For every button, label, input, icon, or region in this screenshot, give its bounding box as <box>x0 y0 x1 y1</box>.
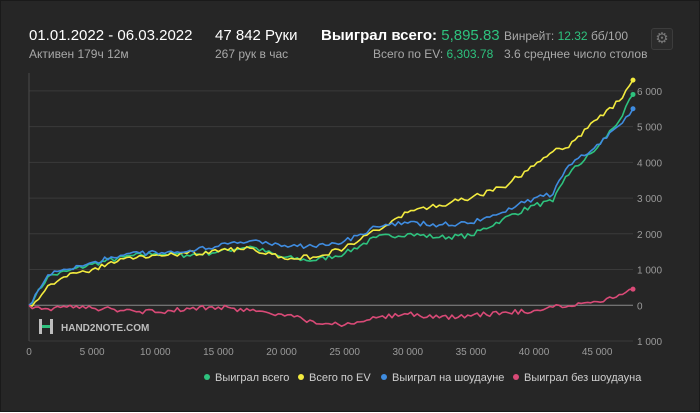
y-tick-label: 5 000 <box>637 123 662 134</box>
x-tick-label: 10 000 <box>140 347 171 358</box>
ev-total-label: Всего по EV: <box>373 47 444 61</box>
ev-total: Всего по EV: 6,303.78 <box>373 47 493 61</box>
x-tick-label: 20 000 <box>266 347 297 358</box>
legend-item-showdown[interactable]: Выиграл на шоудауне <box>381 372 504 384</box>
legend-label: Выиграл без шоудауна <box>524 372 642 384</box>
won-total-value: 5,895.83 <box>441 27 500 44</box>
won-total: Выиграл всего: 5,895.83 <box>321 27 500 44</box>
legend-label: Выиграл на шоудауне <box>392 372 505 384</box>
gear-icon[interactable]: ⚙ <box>651 28 673 50</box>
watermark-text: HAND2NOTE.COM <box>61 323 149 334</box>
winrate-value: 12.32 <box>557 29 588 43</box>
x-tick-label: 30 000 <box>392 347 423 358</box>
date-range: 01.01.2022 - 06.03.2022 <box>29 27 193 44</box>
y-tick-label: 1 000 <box>637 337 662 348</box>
legend-item-won-total[interactable]: Выиграл всего <box>204 372 289 384</box>
series-end-point-2 <box>630 106 636 112</box>
series-end-point-1 <box>630 77 636 83</box>
series-end-point-0 <box>630 91 636 97</box>
y-tick-label: 6 000 <box>637 87 662 98</box>
x-tick-label: 35 000 <box>456 347 487 358</box>
hand2note-watermark: HAND2NOTE.COM <box>39 319 149 334</box>
series-layer <box>28 77 636 327</box>
series-line-0 <box>28 93 634 306</box>
avg-tables: 3.6 среднее число столов <box>504 47 648 61</box>
y-tick-label: 3 000 <box>637 194 662 205</box>
hand2note-logo-icon <box>39 319 53 334</box>
legend-label: Выиграл всего <box>215 372 290 384</box>
x-tick-label: 25 000 <box>329 347 360 358</box>
legend-dot <box>381 374 387 381</box>
won-total-label: Выиграл всего: <box>321 27 438 44</box>
y-tick-label: 4 000 <box>637 158 662 169</box>
winrate-unit: бб/100 <box>590 29 629 43</box>
hands-count: 47 842 Руки <box>215 27 298 44</box>
ev-total-value: 6,303.78 <box>446 47 494 61</box>
y-tick-label: 2 000 <box>637 230 662 241</box>
x-tick-label: 15 000 <box>203 347 234 358</box>
x-tick-label: 0 <box>26 347 32 358</box>
winrate: Винрейт: 12.32 бб/100 <box>504 29 628 43</box>
y-tick-label: 1 000 <box>637 266 662 277</box>
series-line-3 <box>28 288 634 327</box>
legend-dot <box>513 374 519 381</box>
grid <box>28 73 633 342</box>
legend-item-ev-total[interactable]: Всего по EV <box>298 372 371 384</box>
series-end-point-3 <box>630 286 636 292</box>
hands-per-hour: 267 рук в час <box>215 47 289 61</box>
legend-label: Всего по EV <box>309 372 371 384</box>
x-tick-label: 40 000 <box>519 347 550 358</box>
x-tick-label: 5 000 <box>80 347 105 358</box>
winrate-label: Винрейт: <box>504 29 555 43</box>
x-tick-label: 45 000 <box>582 347 613 358</box>
axis-labels: 1 000 0 1 000 2 000 3 000 4 000 5 000 6 000 0 5 0… <box>26 87 662 358</box>
legend-item-non-showdown[interactable]: Выиграл без шоудауна <box>513 372 641 384</box>
y-tick-label: 0 <box>637 301 643 312</box>
series-line-1 <box>28 79 634 307</box>
legend-dot <box>298 374 304 381</box>
active-time: Активен 179ч 12м <box>29 47 129 61</box>
legend-dot <box>204 374 210 381</box>
series-line-2 <box>28 108 634 306</box>
